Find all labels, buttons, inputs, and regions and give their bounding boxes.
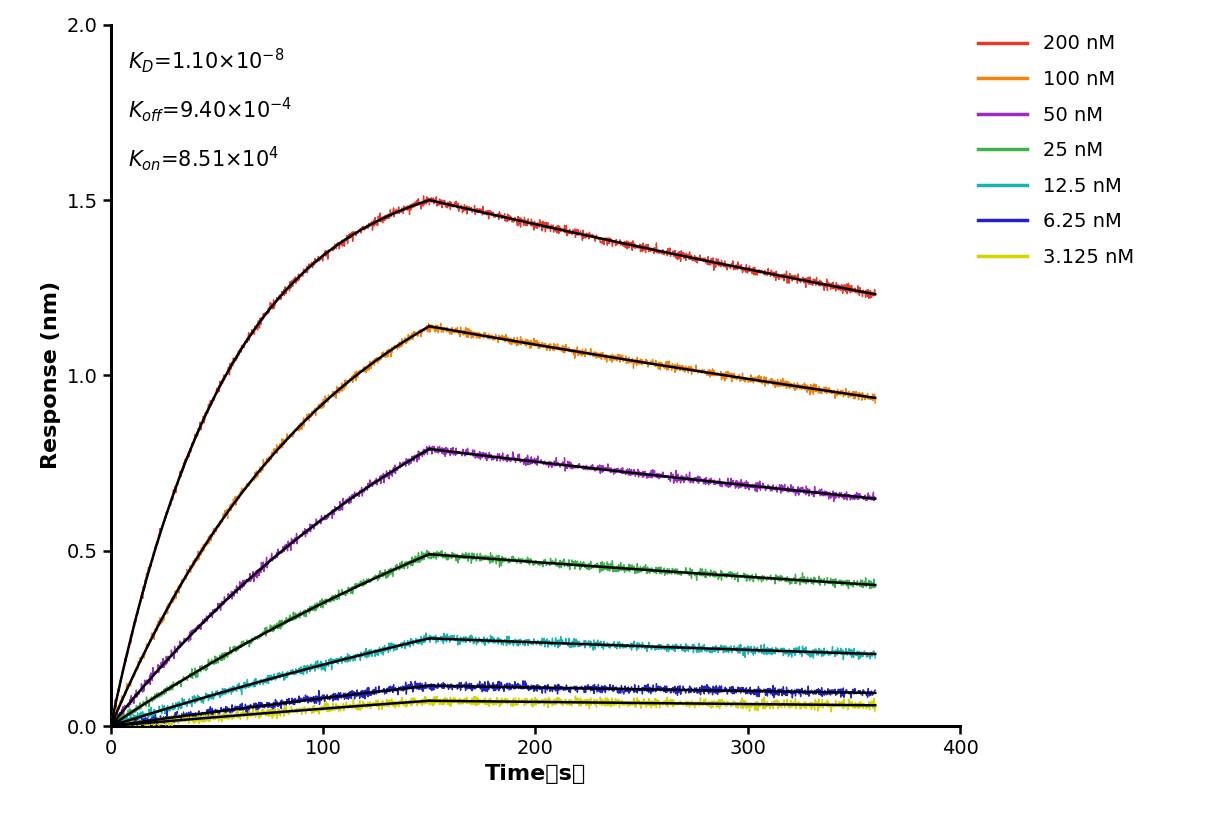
Text: $K_D$=1.10×10$^{-8}$
$K_{off}$=9.40×10$^{-4}$
$K_{on}$=8.51×10$^{4}$: $K_D$=1.10×10$^{-8}$ $K_{off}$=9.40×10$^… <box>128 45 292 172</box>
Y-axis label: Response (nm): Response (nm) <box>41 281 60 469</box>
Legend: 200 nM, 100 nM, 50 nM, 25 nM, 12.5 nM, 6.25 nM, 3.125 nM: 200 nM, 100 nM, 50 nM, 25 nM, 12.5 nM, 6… <box>979 35 1134 266</box>
X-axis label: Time（s）: Time（s） <box>485 764 586 784</box>
